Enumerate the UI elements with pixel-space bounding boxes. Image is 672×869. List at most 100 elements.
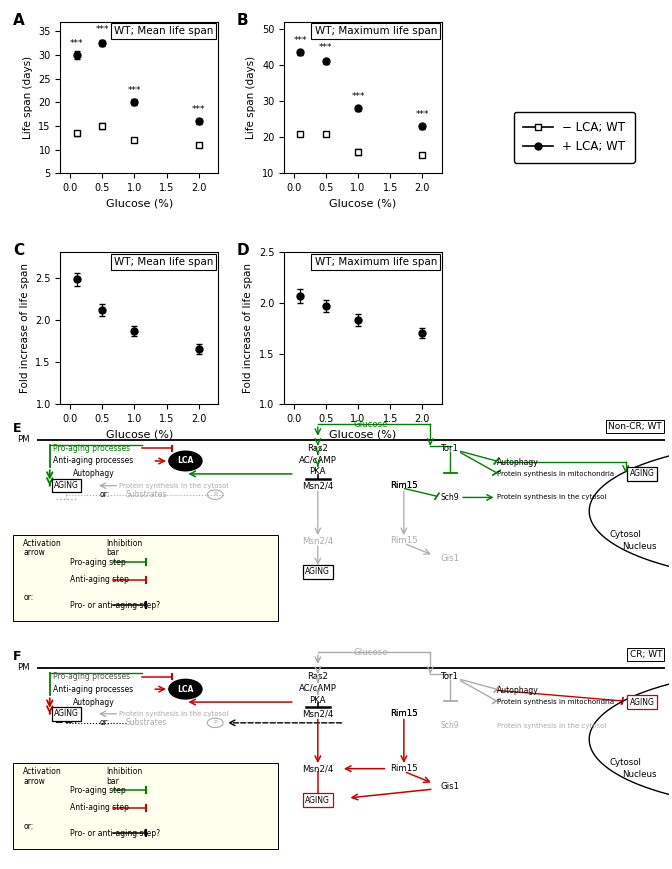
Text: Tor1: Tor1 xyxy=(442,672,459,681)
Text: ***: *** xyxy=(294,36,307,45)
Text: Protein synthesis in the cytosol: Protein synthesis in the cytosol xyxy=(497,494,606,501)
Text: Inhibition: Inhibition xyxy=(106,766,142,776)
Text: F: F xyxy=(13,650,22,663)
Text: Pro- or anti-aging step?: Pro- or anti-aging step? xyxy=(70,600,160,610)
FancyBboxPatch shape xyxy=(13,534,278,620)
Text: PKA: PKA xyxy=(310,695,326,705)
Text: A: A xyxy=(13,13,25,28)
Text: Non-CR; WT: Non-CR; WT xyxy=(608,421,662,431)
Y-axis label: Fold increase of life span: Fold increase of life span xyxy=(243,263,253,393)
Text: Anti-aging step: Anti-aging step xyxy=(70,575,128,584)
Text: ***: *** xyxy=(415,110,429,119)
Text: Protein synthesis in mitochondria: Protein synthesis in mitochondria xyxy=(497,699,614,705)
Text: Activation: Activation xyxy=(24,539,62,547)
Text: Anti-aging processes: Anti-aging processes xyxy=(53,685,133,693)
Text: D: D xyxy=(237,243,249,258)
Text: LCA: LCA xyxy=(177,685,194,693)
Text: C: C xyxy=(13,243,24,258)
Text: Cytosol: Cytosol xyxy=(609,759,641,767)
Circle shape xyxy=(169,451,202,471)
Text: AGING: AGING xyxy=(305,795,330,805)
Text: Pro-aging processes: Pro-aging processes xyxy=(53,444,130,453)
Text: or:: or: xyxy=(99,719,110,727)
Text: Nucleus: Nucleus xyxy=(622,770,657,779)
Text: Pro-aging step: Pro-aging step xyxy=(70,558,126,567)
Text: bar: bar xyxy=(106,777,119,786)
Text: Nucleus: Nucleus xyxy=(622,542,657,551)
X-axis label: Glucose (%): Glucose (%) xyxy=(106,429,173,440)
Text: LCA: LCA xyxy=(177,456,194,466)
Text: Rim15: Rim15 xyxy=(390,481,418,490)
Text: Ras2: Ras2 xyxy=(307,672,329,681)
Text: WT; Maximum life span: WT; Maximum life span xyxy=(314,26,437,36)
Text: Pro- or anti-aging step?: Pro- or anti-aging step? xyxy=(70,829,160,838)
Text: bar: bar xyxy=(106,548,119,557)
Text: AGING: AGING xyxy=(630,469,655,479)
Text: or:: or: xyxy=(24,821,34,831)
Text: Msn2/4: Msn2/4 xyxy=(302,481,333,490)
Text: Inhibition: Inhibition xyxy=(106,539,142,547)
Y-axis label: Life span (days): Life span (days) xyxy=(247,56,257,139)
Text: P: P xyxy=(214,720,217,726)
Text: WT; Mean life span: WT; Mean life span xyxy=(114,257,213,267)
Text: Substrates: Substrates xyxy=(126,719,167,727)
Text: arrow: arrow xyxy=(24,548,45,557)
Text: Rim15: Rim15 xyxy=(390,709,418,719)
Text: P: P xyxy=(214,492,217,497)
Text: Sch9: Sch9 xyxy=(441,493,460,502)
Y-axis label: Fold increase of life span: Fold increase of life span xyxy=(19,263,30,393)
Text: Protein synthesis in the cytosol: Protein synthesis in the cytosol xyxy=(497,723,606,728)
Text: ***: *** xyxy=(351,92,365,101)
Text: Glucose: Glucose xyxy=(353,421,388,429)
Text: E: E xyxy=(13,421,22,434)
Text: AGING: AGING xyxy=(54,481,79,490)
Text: arrow: arrow xyxy=(24,777,45,786)
Text: Msn2/4: Msn2/4 xyxy=(302,536,333,545)
Y-axis label: Life span (days): Life span (days) xyxy=(23,56,33,139)
Text: WT; Maximum life span: WT; Maximum life span xyxy=(314,257,437,267)
Text: Msn2/4: Msn2/4 xyxy=(302,764,333,773)
Text: Tor1: Tor1 xyxy=(442,444,459,453)
Text: PM: PM xyxy=(17,435,30,444)
Text: Msn2/4: Msn2/4 xyxy=(302,709,333,719)
Text: WT; Mean life span: WT; Mean life span xyxy=(114,26,213,36)
X-axis label: Glucose (%): Glucose (%) xyxy=(329,199,396,209)
Text: ***: *** xyxy=(70,39,83,48)
Text: AGING: AGING xyxy=(630,698,655,706)
X-axis label: Glucose (%): Glucose (%) xyxy=(329,429,396,440)
Text: PKA: PKA xyxy=(310,468,326,476)
Text: Protein synthesis in mitochondria: Protein synthesis in mitochondria xyxy=(497,471,614,477)
Text: Anti-aging step: Anti-aging step xyxy=(70,803,128,813)
Text: Sch9: Sch9 xyxy=(441,721,460,730)
Text: Rim15: Rim15 xyxy=(390,536,418,545)
Text: AGING: AGING xyxy=(54,709,79,719)
Text: Glucose: Glucose xyxy=(353,648,388,658)
Text: AGING: AGING xyxy=(305,567,330,576)
Text: Autophagy: Autophagy xyxy=(73,469,115,479)
Text: AC/cAMP: AC/cAMP xyxy=(299,455,337,465)
Text: Gis1: Gis1 xyxy=(441,782,460,791)
Text: ***: *** xyxy=(95,24,109,34)
Text: Protein synthesis in the cytosol: Protein synthesis in the cytosol xyxy=(119,482,228,488)
Text: Gis1: Gis1 xyxy=(441,554,460,562)
Text: Rim15: Rim15 xyxy=(390,481,418,490)
Text: Substrates: Substrates xyxy=(126,490,167,499)
Text: Rim15: Rim15 xyxy=(390,709,418,719)
Circle shape xyxy=(169,680,202,699)
Text: Pro-aging processes: Pro-aging processes xyxy=(53,672,130,681)
Text: or:: or: xyxy=(24,594,34,602)
Text: Autophagy: Autophagy xyxy=(497,686,538,695)
Text: Ras2: Ras2 xyxy=(307,444,329,453)
Legend: − LCA; WT, + LCA; WT: − LCA; WT, + LCA; WT xyxy=(513,112,634,163)
Text: B: B xyxy=(237,13,249,28)
Text: Pro-aging step: Pro-aging step xyxy=(70,786,126,795)
X-axis label: Glucose (%): Glucose (%) xyxy=(106,199,173,209)
Text: or:: or: xyxy=(99,490,110,499)
Text: Cytosol: Cytosol xyxy=(609,530,641,539)
Text: Protein synthesis in the cytosol: Protein synthesis in the cytosol xyxy=(119,711,228,717)
FancyBboxPatch shape xyxy=(13,763,278,849)
Text: Rim15: Rim15 xyxy=(390,764,418,773)
Text: AC/cAMP: AC/cAMP xyxy=(299,684,337,693)
Text: CR; WT: CR; WT xyxy=(630,650,662,659)
Text: Autophagy: Autophagy xyxy=(73,698,115,706)
